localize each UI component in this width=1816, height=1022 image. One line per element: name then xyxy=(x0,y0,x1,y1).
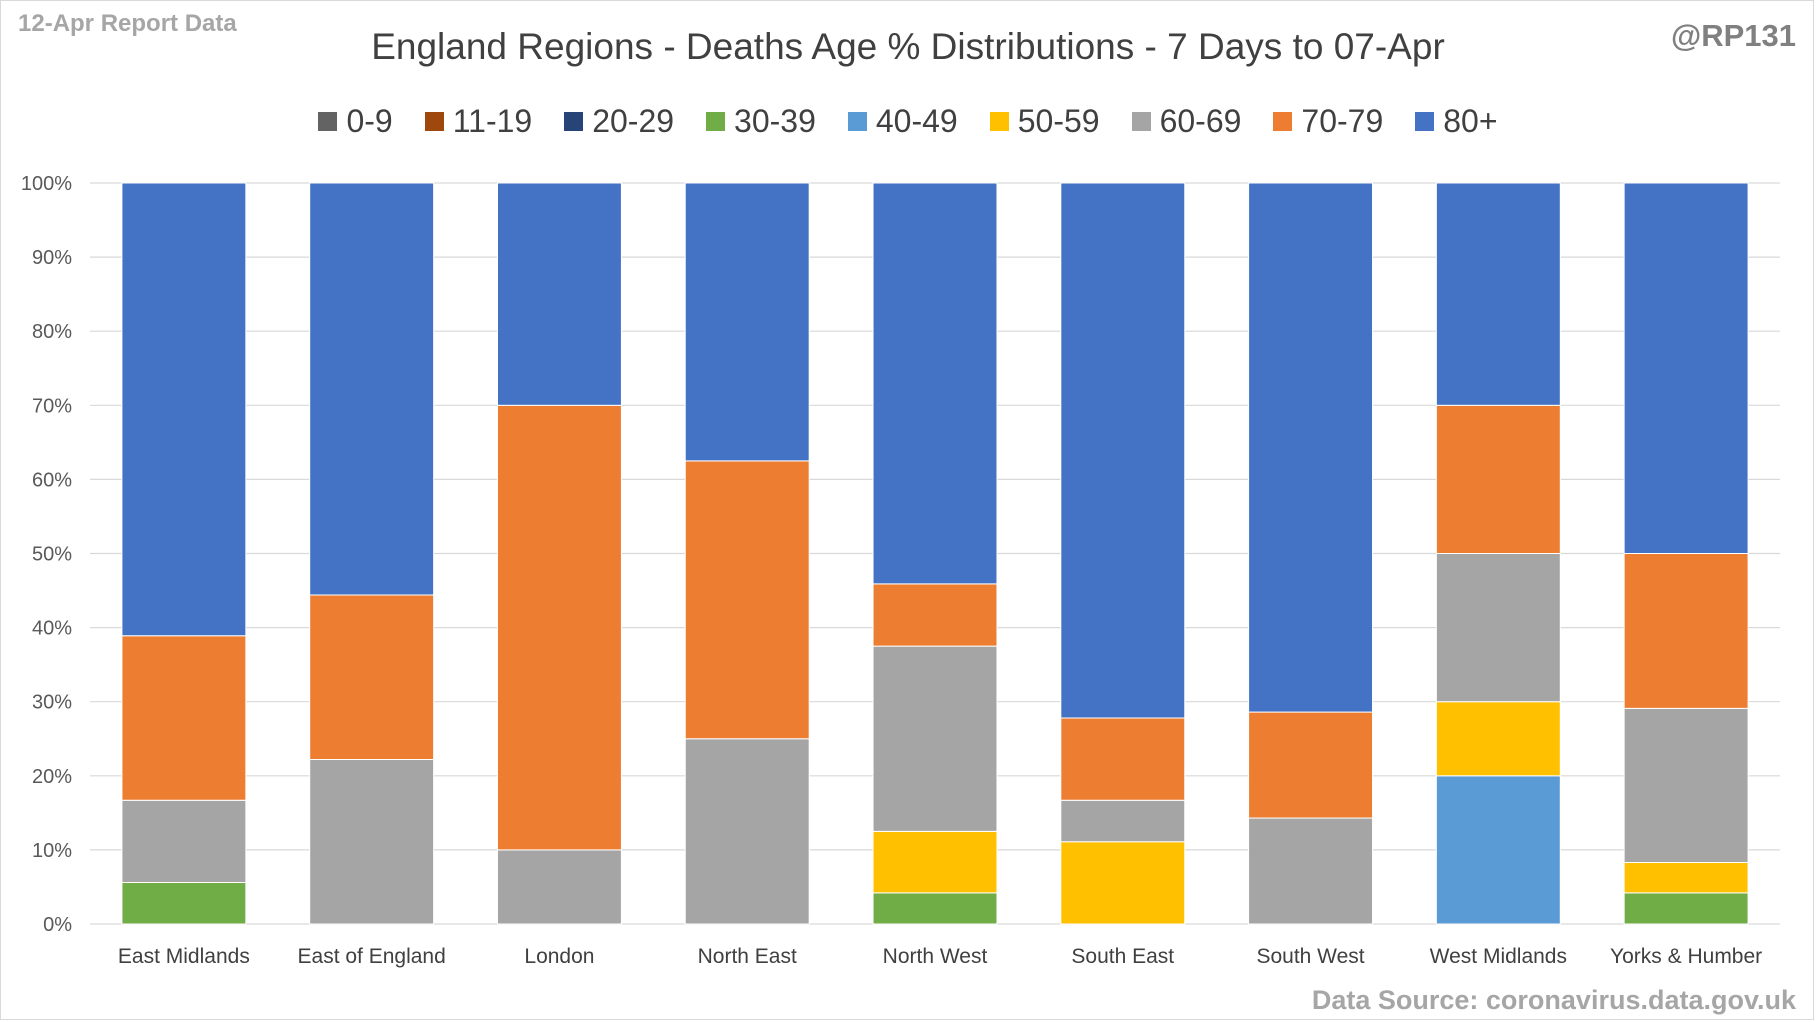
legend-swatch xyxy=(424,112,444,131)
legend-swatch xyxy=(989,112,1009,131)
legend-swatch xyxy=(1131,112,1151,131)
x-tick-label: East of England xyxy=(298,945,446,968)
x-tick-label: North East xyxy=(698,945,797,968)
y-tick-label: 10% xyxy=(32,840,72,862)
y-tick-label: 0% xyxy=(43,914,72,936)
bar-segment xyxy=(872,182,998,585)
y-tick-label: 100% xyxy=(21,173,72,195)
bar-segment xyxy=(1060,799,1186,843)
legend-label: 70-79 xyxy=(1301,103,1384,139)
y-tick-label: 80% xyxy=(32,321,72,343)
bar-segment xyxy=(1623,553,1749,709)
legend-swatch xyxy=(847,112,867,131)
y-tick-label: 20% xyxy=(32,766,72,788)
bar-segment xyxy=(121,882,247,925)
legend-label: 60-69 xyxy=(1159,103,1242,139)
legend-item: 30-39 xyxy=(706,103,816,140)
legend-label: 50-59 xyxy=(1017,103,1100,139)
report-label: 12-Apr Report Data xyxy=(18,10,237,37)
legend-label: 30-39 xyxy=(734,103,816,139)
legend-label: 80+ xyxy=(1443,103,1498,139)
legend-item: 70-79 xyxy=(1273,103,1383,140)
legend-item: 20-29 xyxy=(564,103,674,140)
bar-segment xyxy=(872,892,998,925)
bar-segment xyxy=(309,758,435,925)
bar-segment xyxy=(1435,553,1561,703)
bar-segment xyxy=(872,583,998,647)
bar-segment xyxy=(1435,775,1561,925)
legend-item: 11-19 xyxy=(424,103,533,140)
y-tick-label: 70% xyxy=(32,395,72,417)
bar-segment xyxy=(684,460,810,740)
chart-title: England Regions - Deaths Age % Distribut… xyxy=(371,26,1445,67)
legend-label: 20-29 xyxy=(592,103,675,139)
bar-segment xyxy=(1248,182,1374,713)
x-tick-label: North West xyxy=(883,945,988,968)
bar-segment xyxy=(1060,717,1186,801)
x-tick-label: West Midlands xyxy=(1430,945,1567,968)
legend-item: 50-59 xyxy=(989,103,1100,140)
bar-segment xyxy=(1060,841,1186,925)
y-tick-label: 90% xyxy=(32,247,72,269)
legend-item: 60-69 xyxy=(1131,103,1242,140)
bar-segment xyxy=(1248,711,1374,819)
bar-segment xyxy=(1623,707,1749,863)
bar-segment xyxy=(1623,892,1749,925)
bar-segment xyxy=(1248,817,1374,925)
bar-segment xyxy=(496,182,622,406)
bar-segment xyxy=(121,635,247,801)
bar-segment xyxy=(684,182,810,462)
legend-swatch xyxy=(318,112,338,131)
bar-segment xyxy=(309,594,435,760)
x-tick-label: Yorks & Humber xyxy=(1610,945,1762,968)
legend-label: 11-19 xyxy=(452,103,533,139)
legend-label: 40-49 xyxy=(875,103,958,139)
legend-label: 0-9 xyxy=(346,103,393,139)
x-tick-label: London xyxy=(524,945,594,968)
legend-swatch xyxy=(706,112,726,131)
legend-item: 40-49 xyxy=(847,103,958,140)
legend-item: 0-9 xyxy=(318,103,393,140)
y-tick-label: 60% xyxy=(32,469,72,491)
bar-segment xyxy=(1060,182,1186,719)
legend-item: 80+ xyxy=(1415,103,1498,140)
bar-segment xyxy=(121,799,247,884)
data-source: Data Source: coronavirus.data.gov.uk xyxy=(1311,985,1796,1015)
bar-segment xyxy=(1435,701,1561,777)
x-tick-label: South West xyxy=(1256,945,1364,968)
x-tick-label: South East xyxy=(1071,945,1174,968)
author-handle: @RP131 xyxy=(1670,18,1796,53)
y-tick-label: 30% xyxy=(32,692,72,714)
y-tick-label: 50% xyxy=(32,544,72,566)
bar-segment xyxy=(496,849,622,925)
bar-segment xyxy=(1623,182,1749,554)
bar-segment xyxy=(121,182,247,637)
x-tick-label: East Midlands xyxy=(118,945,250,968)
bar-segment xyxy=(309,182,435,596)
bar-segment xyxy=(496,404,622,851)
bar-segment xyxy=(1435,182,1561,406)
bar-segment xyxy=(872,645,998,832)
bar-segment xyxy=(1435,404,1561,554)
bar-segment xyxy=(872,830,998,894)
bar-segment xyxy=(1623,861,1749,894)
bar-segment xyxy=(684,738,810,925)
chart-legend: 0-9 11-19 20-29 30-39 40-49 50-59 60-69 70-79 80… xyxy=(0,103,1816,140)
legend-swatch xyxy=(1415,112,1435,131)
legend-swatch xyxy=(1273,112,1293,131)
legend-swatch xyxy=(564,112,584,131)
y-tick-label: 40% xyxy=(32,618,72,640)
